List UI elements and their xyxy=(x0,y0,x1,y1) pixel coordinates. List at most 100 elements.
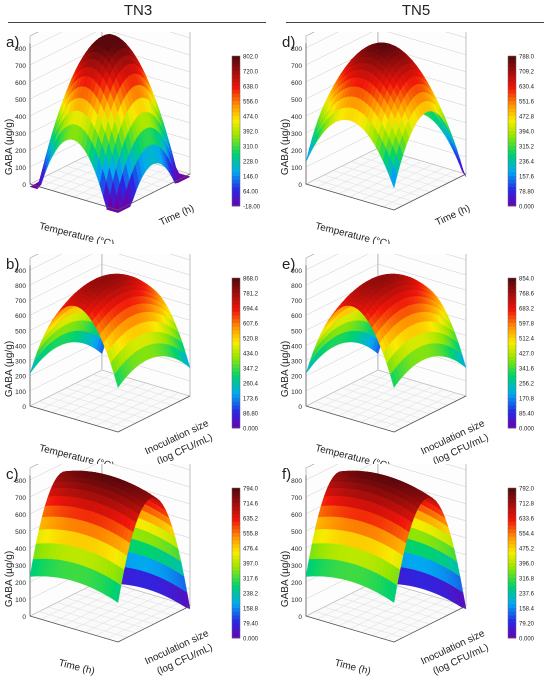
z-tick-label: 800 xyxy=(291,283,302,290)
colorbar-label: 768.6 xyxy=(519,292,535,298)
colorbar-label: 720.0 xyxy=(243,70,259,76)
z-tick-label: 500 xyxy=(291,328,302,335)
colorbar-label: 79.40 xyxy=(243,622,259,628)
colorbar-label: 709.2 xyxy=(519,70,535,76)
colorbar-label: 85.40 xyxy=(519,412,535,418)
x-axis-title: Time (h) xyxy=(57,658,95,676)
colorbar: 792.0712.8633.6554.4475.2396.0316.8237.6… xyxy=(508,487,535,643)
colorbar-label: 0.000 xyxy=(519,427,535,433)
colorbar-label: 396.0 xyxy=(519,562,535,568)
colorbar-label: 635.2 xyxy=(243,517,259,523)
colorbar-label: 146.0 xyxy=(243,175,259,181)
z-tick-label: 900 xyxy=(15,268,26,275)
colorbar-label: 158.8 xyxy=(243,607,259,613)
column-rule-tn5 xyxy=(286,22,544,23)
colorbar-label: 520.8 xyxy=(243,337,259,343)
colorbar-label: 238.2 xyxy=(243,592,259,598)
colorbar-label: 310.0 xyxy=(243,145,259,151)
colorbar-label: 392.0 xyxy=(243,130,259,136)
z-tick-label: 800 xyxy=(291,478,302,485)
colorbar: 868.0781.2694.4607.6520.8434.0347.2260.4… xyxy=(232,277,259,433)
colorbar-label: 792.0 xyxy=(519,487,535,493)
z-axis-title: GABA (µg/g) xyxy=(4,551,15,607)
z-tick-label: 600 xyxy=(15,512,26,519)
colorbar-label: 78.80 xyxy=(519,190,535,196)
z-tick-label: 0 xyxy=(22,182,26,189)
z-tick-label: 300 xyxy=(291,359,302,366)
z-tick-label: 800 xyxy=(15,46,26,53)
colorbar-label: 868.0 xyxy=(243,277,259,283)
z-tick-label: 400 xyxy=(15,343,26,350)
colorbar-label: 347.2 xyxy=(243,367,259,373)
z-tick-label: 200 xyxy=(15,374,26,381)
z-tick-label: 200 xyxy=(291,580,302,587)
colorbar-label: 556.0 xyxy=(243,100,259,106)
colorbar-label: 0.000 xyxy=(519,205,535,211)
x-axis-title: Temperature (°C) xyxy=(314,221,391,244)
z-axis-title: GABA (µg/g) xyxy=(280,551,291,607)
z-tick-label: 900 xyxy=(291,268,302,275)
z-tick-label: 300 xyxy=(291,563,302,570)
z-tick-label: 400 xyxy=(291,343,302,350)
z-tick-label: 700 xyxy=(15,298,26,305)
z-tick-label: 100 xyxy=(291,165,302,172)
z-tick-label: 0 xyxy=(298,182,302,189)
z-tick-label: 400 xyxy=(15,546,26,553)
colorbar-label: 712.8 xyxy=(519,502,535,508)
z-tick-label: 400 xyxy=(291,114,302,121)
z-tick-label: 100 xyxy=(15,165,26,172)
colorbar-label: 237.6 xyxy=(519,592,535,598)
colorbar: 794.0714.6635.2555.8476.4397.0317.6238.2… xyxy=(232,487,259,643)
colorbar-label: 794.0 xyxy=(243,487,259,493)
column-header-tn5: TN5 xyxy=(316,2,516,19)
z-tick-label: 700 xyxy=(291,298,302,305)
z-tick-label: 0 xyxy=(298,404,302,411)
colorbar-label: 64.00 xyxy=(243,190,259,196)
colorbar-label: 0.000 xyxy=(243,637,259,643)
colorbar-label: 158.4 xyxy=(519,607,535,613)
z-tick-label: 300 xyxy=(15,563,26,570)
z-tick-label: 400 xyxy=(15,114,26,121)
colorbar-label: 86.80 xyxy=(243,412,259,418)
z-tick-label: 700 xyxy=(15,495,26,502)
colorbar-label: 316.8 xyxy=(519,577,535,583)
column-header-tn3: TN3 xyxy=(38,2,238,19)
colorbar-label: 394.0 xyxy=(519,130,535,136)
colorbar-label: 854.0 xyxy=(519,277,535,283)
z-tick-label: 100 xyxy=(291,389,302,396)
colorbar-label: 788.0 xyxy=(519,55,535,61)
z-tick-label: 200 xyxy=(291,374,302,381)
column-rule-tn3 xyxy=(8,22,266,23)
z-tick-label: 0 xyxy=(22,614,26,621)
z-tick-label: 0 xyxy=(22,404,26,411)
z-tick-label: 600 xyxy=(291,313,302,320)
z-tick-label: 300 xyxy=(15,359,26,366)
colorbar-label: 630.4 xyxy=(519,85,535,91)
z-tick-label: 200 xyxy=(15,580,26,587)
colorbar-label: -18.00 xyxy=(243,205,261,211)
colorbar-label: 551.6 xyxy=(519,100,535,106)
z-tick-label: 600 xyxy=(291,80,302,87)
x-axis-title: Temperature (°C) xyxy=(38,221,115,244)
z-tick-label: 600 xyxy=(291,512,302,519)
colorbar: 802.0720.0638.0556.0474.0392.0310.0228.0… xyxy=(232,55,261,211)
z-tick-label: 400 xyxy=(291,546,302,553)
colorbar-label: 79.20 xyxy=(519,622,535,628)
colorbar: 854.0768.6683.2597.8512.4427.0341.6256.2… xyxy=(508,277,535,433)
colorbar-label: 607.6 xyxy=(243,322,259,328)
colorbar-label: 633.6 xyxy=(519,517,535,523)
z-tick-label: 700 xyxy=(291,63,302,70)
colorbar-label: 173.6 xyxy=(243,397,259,403)
y-axis-title: Time (h) xyxy=(158,203,196,229)
x-axis-title: Time (h) xyxy=(333,658,371,676)
colorbar-label: 472.8 xyxy=(519,115,535,121)
z-tick-label: 100 xyxy=(15,389,26,396)
colorbar-label: 317.6 xyxy=(243,577,259,583)
z-axis-title: GABA (µg/g) xyxy=(4,119,15,175)
